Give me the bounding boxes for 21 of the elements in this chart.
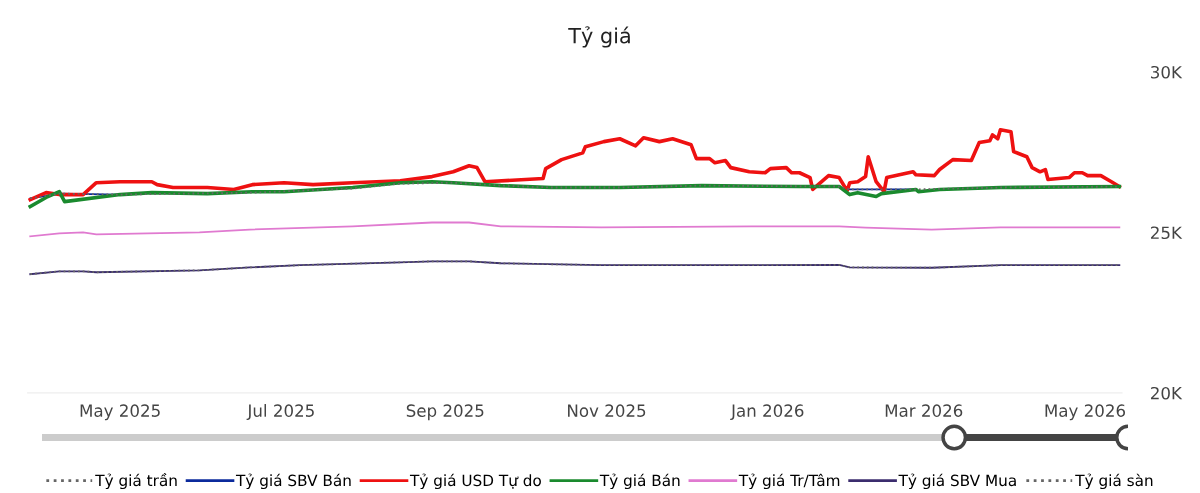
legend-label: Tỷ giá SBV Bán [235,473,351,490]
chart-title: Tỷ giá [568,26,630,48]
x-tick-label: Jul 2025 [246,404,314,421]
legend-label: Tỷ giá Bán [599,473,680,490]
line-series [28,127,1122,202]
legend-label: Tỷ giá sàn [1075,473,1153,490]
y-tick-label: 20K [1151,386,1183,400]
x-tick-label: May 2026 [1045,404,1126,421]
x-tick-label: Mar 2026 [885,404,963,417]
line-series [29,221,1121,238]
y-tick-label: 25K [1151,226,1183,240]
x-tick-label: Sep 2025 [406,404,484,421]
line-series [29,260,1121,276]
x-tick-label: Nov 2025 [568,404,646,417]
legend-label: Tỷ giá Tr/Tâm [738,473,840,490]
x-tick-label: Jan 2026 [730,404,804,421]
legend-label: Tỷ giá USD Tự do [409,473,541,490]
y-tick-label: 30K [1151,65,1183,79]
legend-label: Tỷ giá SBV Mua [898,473,1016,490]
legend-label: Tỷ giá trần [95,473,177,490]
x-tick-label: May 2025 [80,404,160,421]
